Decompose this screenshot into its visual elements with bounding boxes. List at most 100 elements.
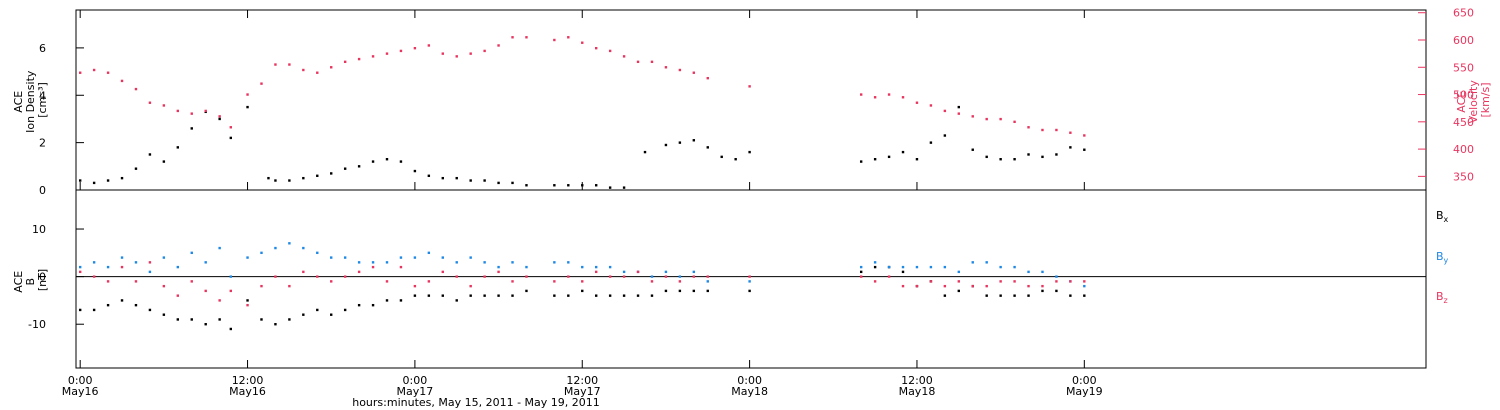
velocity-tick-label: 550 bbox=[1453, 61, 1474, 74]
bx-point bbox=[106, 303, 110, 307]
velocity-point bbox=[92, 68, 96, 72]
density-point bbox=[1083, 148, 1086, 151]
bz-point bbox=[1069, 280, 1072, 283]
bz-point bbox=[915, 284, 919, 288]
by-point bbox=[176, 265, 180, 269]
by-point bbox=[650, 275, 654, 278]
bx-point bbox=[497, 294, 500, 297]
by-point bbox=[483, 261, 486, 264]
bz-point bbox=[636, 270, 640, 274]
density-point bbox=[567, 184, 570, 187]
bz-point bbox=[957, 280, 960, 283]
bx-point bbox=[288, 318, 291, 321]
legend-by-subscript: y bbox=[1444, 256, 1449, 265]
density-point bbox=[455, 176, 458, 180]
density-point bbox=[901, 150, 905, 154]
density-point bbox=[643, 150, 647, 154]
velocity-point bbox=[1069, 131, 1072, 134]
density-axis-label-line2: Ion Density bbox=[24, 70, 37, 133]
density-tick-label: 6 bbox=[39, 42, 46, 55]
velocity-point bbox=[971, 115, 974, 118]
velocity-point bbox=[427, 44, 431, 47]
velocity-point bbox=[229, 126, 233, 129]
bx-point bbox=[678, 289, 682, 293]
velocity-tick-label: 450 bbox=[1453, 116, 1474, 129]
density-point bbox=[302, 176, 305, 180]
density-point bbox=[441, 176, 444, 180]
bz-point bbox=[229, 289, 233, 293]
bx-point bbox=[1041, 289, 1044, 293]
by-point bbox=[567, 261, 570, 264]
density-point bbox=[78, 179, 82, 182]
velocity-point bbox=[497, 44, 500, 47]
density-point bbox=[511, 181, 514, 185]
bz-point bbox=[525, 275, 528, 278]
bz-point bbox=[678, 280, 682, 283]
legend-bx-subscript: x bbox=[1444, 215, 1449, 224]
density-point bbox=[1013, 158, 1016, 161]
bz-point bbox=[78, 270, 82, 274]
bz-point bbox=[985, 284, 988, 288]
x-tick-time-label: 12:00 bbox=[901, 374, 933, 387]
by-point bbox=[218, 246, 221, 250]
velocity-point bbox=[873, 96, 877, 99]
velocity-point bbox=[148, 101, 152, 104]
by-point bbox=[455, 261, 458, 264]
velocity-point bbox=[413, 46, 417, 50]
bx-point bbox=[999, 294, 1002, 297]
bx-point bbox=[943, 294, 947, 297]
velocity-point bbox=[302, 68, 305, 72]
bz-point bbox=[1055, 280, 1058, 283]
density-point bbox=[218, 117, 221, 121]
velocity-axis-label: ACE Velocity [km/s] bbox=[1455, 77, 1492, 124]
by-point bbox=[497, 265, 500, 269]
by-point bbox=[204, 261, 207, 264]
density-point bbox=[957, 105, 960, 109]
bz-point bbox=[302, 270, 305, 274]
velocity-tick-label: 400 bbox=[1453, 143, 1474, 156]
legend-bx-letter: B bbox=[1436, 209, 1444, 222]
velocity-point bbox=[343, 60, 347, 64]
density-tick-label: 0 bbox=[39, 184, 46, 197]
density-point bbox=[288, 179, 291, 182]
by-point bbox=[706, 280, 709, 283]
velocity-tick-label: 500 bbox=[1453, 89, 1474, 102]
bz-point bbox=[748, 275, 751, 278]
x-tick-date-label: May17 bbox=[397, 385, 434, 398]
bz-point bbox=[692, 275, 696, 278]
x-tick-date-label: May17 bbox=[564, 385, 601, 398]
bz-point bbox=[929, 280, 933, 283]
velocity-point bbox=[748, 85, 751, 88]
density-point bbox=[706, 146, 709, 149]
x-axis-title: hours:minutes, May 15, 2011 - May 19, 20… bbox=[352, 396, 600, 409]
bz-point bbox=[901, 284, 905, 288]
by-point bbox=[511, 261, 514, 264]
bfield-tick-label: 10 bbox=[32, 223, 46, 236]
velocity-point bbox=[483, 49, 486, 53]
by-point bbox=[246, 256, 249, 259]
bx-point bbox=[316, 308, 319, 312]
bz-point bbox=[92, 275, 96, 278]
velocity-point bbox=[469, 52, 472, 55]
bx-point bbox=[567, 294, 570, 297]
bz-point bbox=[497, 270, 500, 274]
legend-bz: Bz bbox=[1436, 290, 1448, 305]
density-point bbox=[330, 172, 333, 175]
x-tick-date-label: May19 bbox=[1066, 385, 1103, 398]
legend-by: By bbox=[1436, 250, 1449, 265]
bz-point bbox=[511, 280, 514, 283]
density-point bbox=[525, 184, 528, 187]
legend-bx: Bx bbox=[1436, 209, 1449, 224]
velocity-point bbox=[330, 66, 333, 69]
velocity-point bbox=[943, 109, 947, 113]
bz-point bbox=[553, 280, 556, 283]
by-point bbox=[525, 265, 528, 269]
velocity-point bbox=[929, 104, 933, 107]
bz-point bbox=[218, 299, 221, 302]
density-point bbox=[497, 181, 500, 185]
by-point bbox=[971, 261, 974, 264]
velocity-point bbox=[581, 41, 584, 44]
bx-point bbox=[260, 318, 263, 321]
velocity-point bbox=[608, 49, 612, 53]
